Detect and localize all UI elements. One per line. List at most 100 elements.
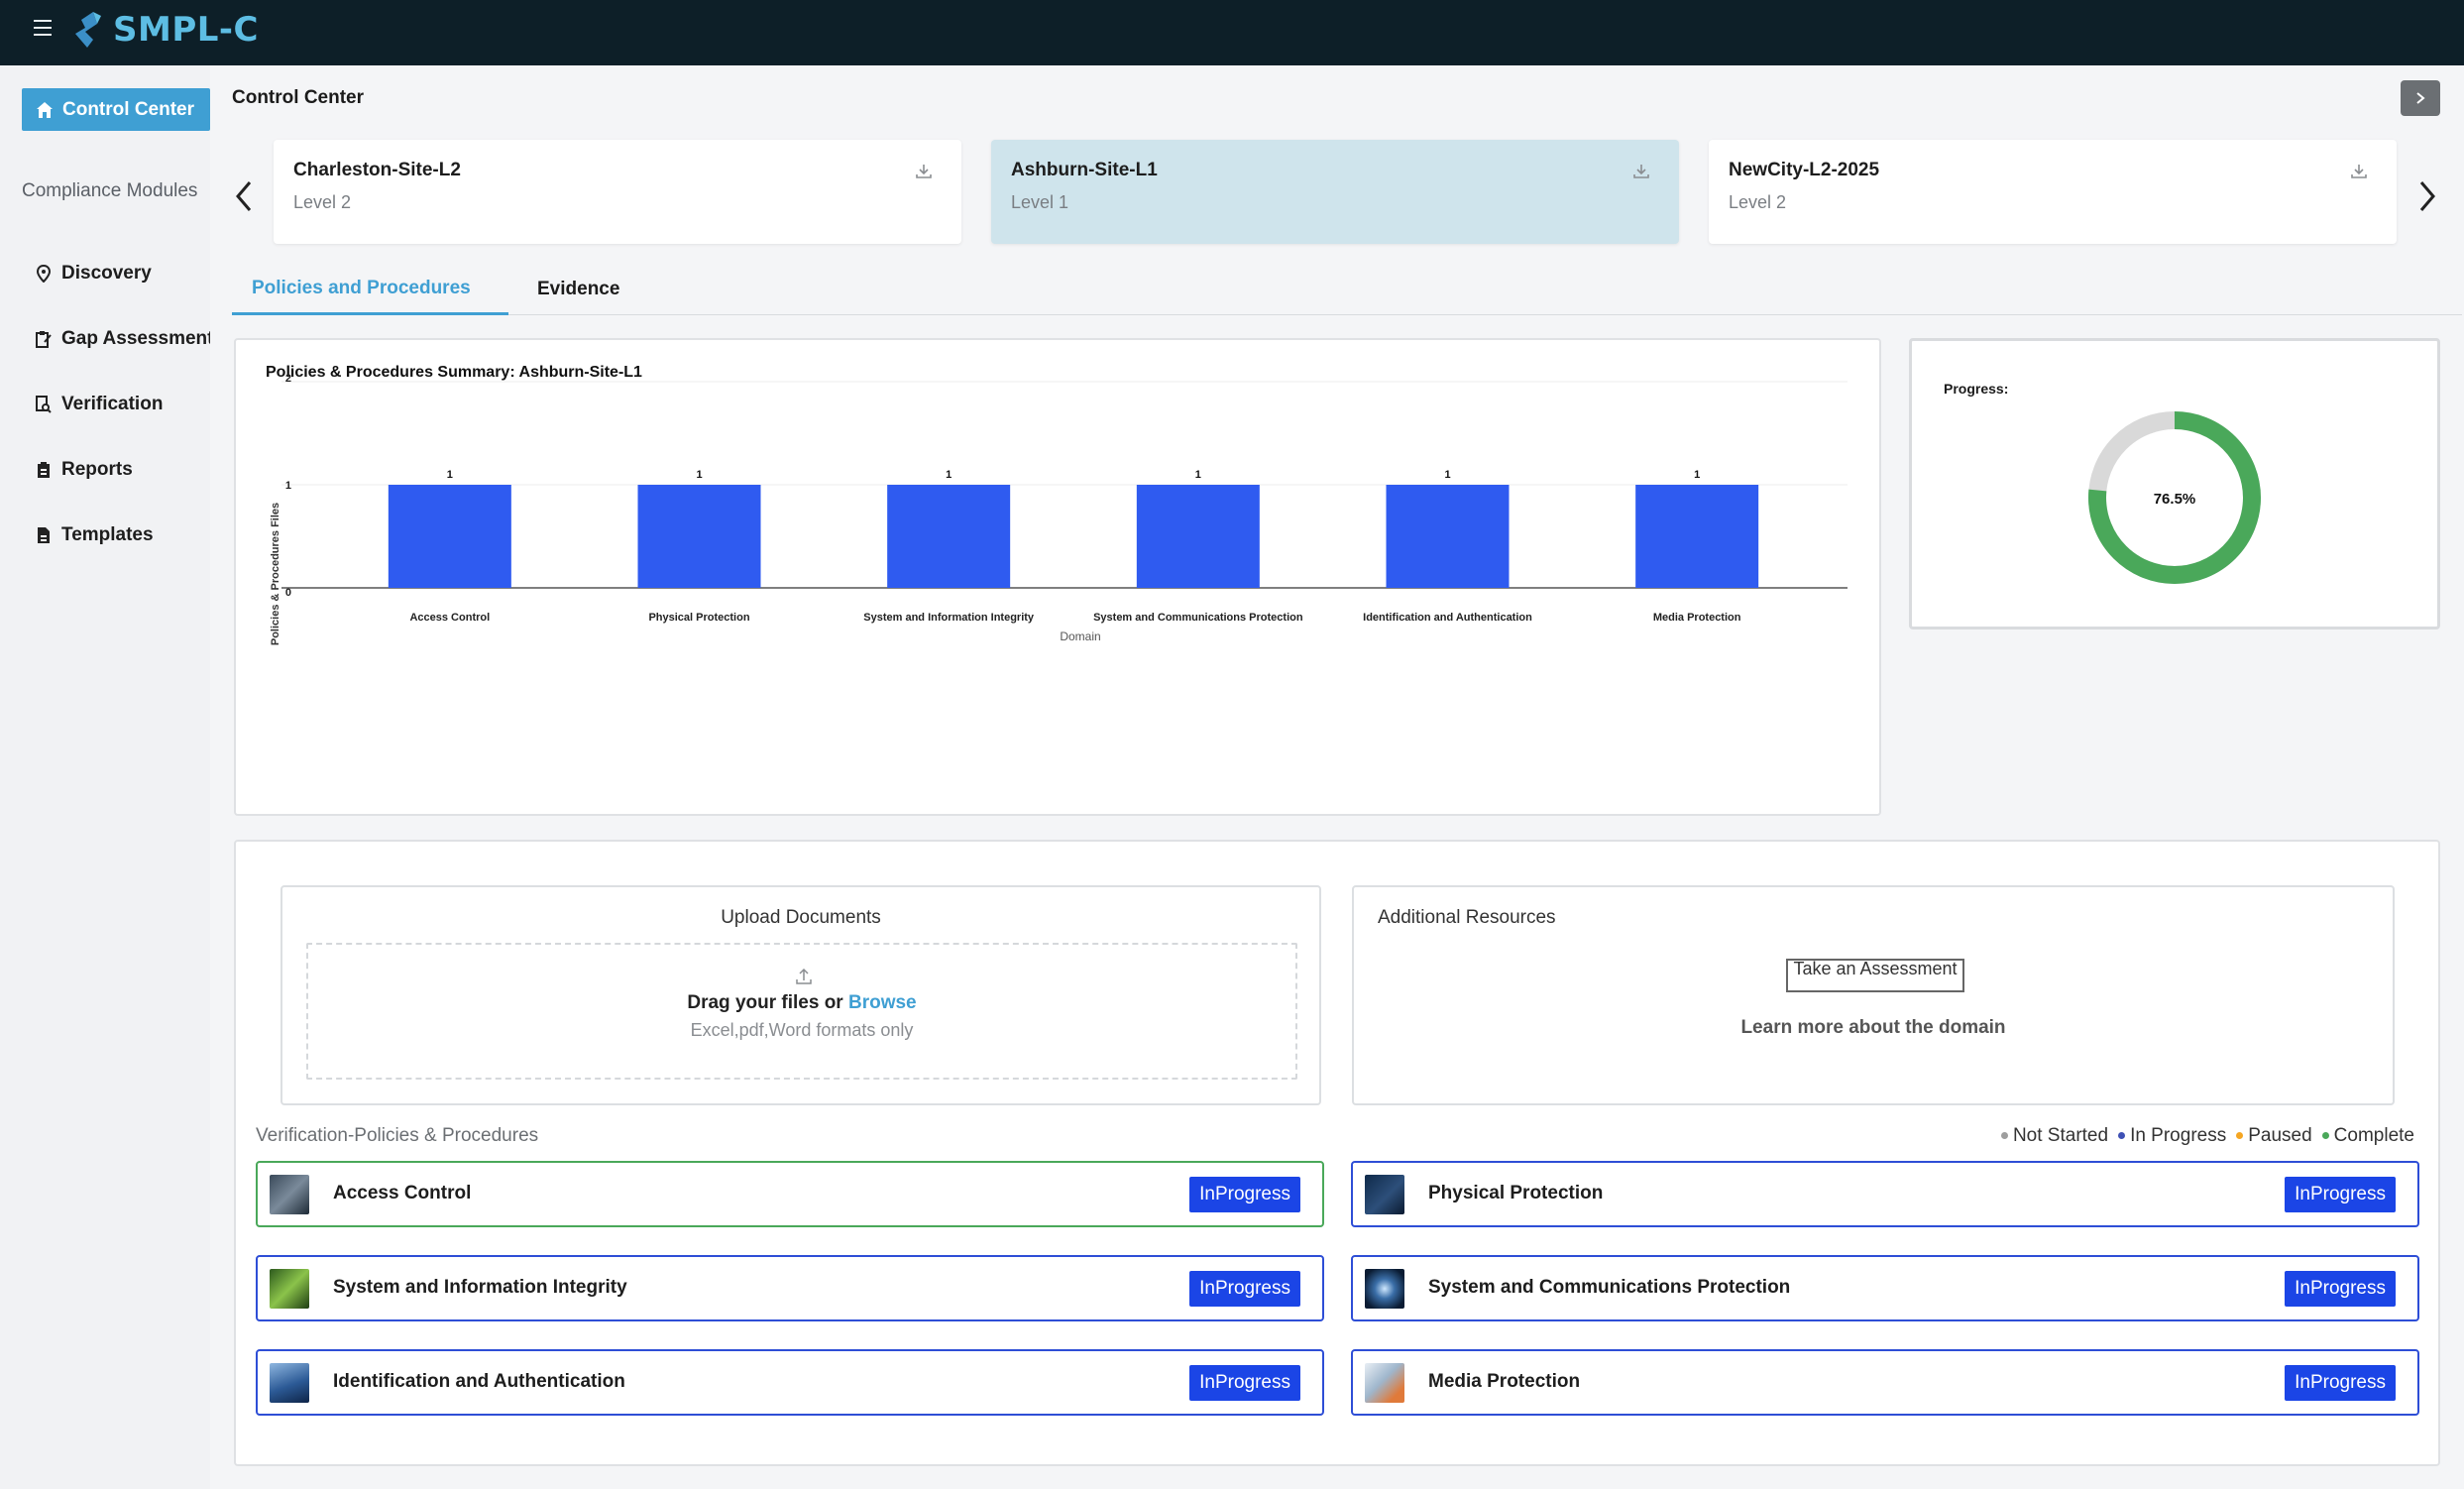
carousel-prev-button[interactable] [229,176,259,216]
site-name: NewCity-L2-2025 [1729,160,1880,180]
domain-row-physical-protection[interactable]: Physical Protection InProgress [1351,1161,2419,1227]
domain-name: System and Information Integrity [333,1277,627,1298]
logo-mark-icon [75,12,101,48]
take-assessment-button[interactable]: Take an Assessment [1786,959,1964,992]
domain-name: Identification and Authentication [333,1371,625,1392]
legend-dot [2118,1132,2126,1140]
legend-label: Complete [2333,1125,2414,1146]
status-badge[interactable]: InProgress [2285,1177,2396,1212]
collapse-panel-button[interactable] [2401,80,2440,116]
legend-dot [2321,1132,2329,1140]
hamburger-menu-icon[interactable] [34,20,52,36]
control-center-button[interactable]: Control Center [22,88,210,131]
y-tick-label: 2 [285,373,291,385]
sidebar-item-templates[interactable]: Templates [36,524,154,546]
site-card-charleston[interactable]: Charleston-Site-L2 Level 2 [274,140,961,244]
y-tick-label: 1 [285,480,291,492]
site-level: Level 1 [1011,192,1069,212]
site-level: Level 2 [293,192,352,212]
system-communications-protection-thumbnail-icon [1365,1269,1404,1309]
x-tick-label: Access Control [409,612,490,624]
site-card-newcity[interactable]: NewCity-L2-2025 Level 2 [1709,140,2397,244]
status-badge[interactable]: InProgress [1189,1271,1300,1307]
domain-name: Physical Protection [1428,1183,1604,1203]
app-logo[interactable]: SMPL-C [71,8,259,52]
legend-in-progress: In Progress [2118,1125,2226,1147]
physical-protection-thumbnail-icon [1365,1175,1404,1214]
site-level: Level 2 [1729,192,1787,212]
data-label: 1 [1444,469,1450,481]
bar [637,485,761,588]
x-tick-label: System and Information Integrity [863,612,1035,624]
chart-title: Policies & Procedures Summary: Ashburn-S… [266,364,642,381]
data-label: 1 [447,469,453,481]
domain-row-system-information-integrity[interactable]: System and Information Integrity InProgr… [256,1255,1324,1321]
legend-label: Paused [2248,1125,2312,1146]
sidebar-item-label: Gap Assessment [61,328,210,349]
status-badge[interactable]: InProgress [1189,1177,1300,1212]
sidebar-item-reports[interactable]: Reports [36,459,133,481]
legend-dot [2236,1132,2244,1140]
download-icon[interactable] [1631,162,1651,181]
control-center-label: Control Center [62,98,194,120]
progress-card: Progress: 76.5% [1909,338,2440,630]
documents-panel: Upload Documents Drag your files or Brow… [234,840,2440,1466]
legend-label: Not Started [2012,1125,2109,1146]
clipboard-list-icon [38,462,50,478]
data-label: 1 [946,469,952,481]
access-control-thumbnail-icon [270,1175,309,1214]
progress-value: 76.5% [2154,491,2196,508]
bar [1386,485,1510,588]
compliance-modules-label: Compliance Modules [22,180,198,201]
drag-files-label: Drag your files or [687,992,843,1013]
status-badge[interactable]: InProgress [2285,1365,2396,1401]
download-icon[interactable] [914,162,934,181]
policies-summary-chart-card: Policies & Procedures Summary: Ashburn-S… [234,338,1881,816]
site-name: Charleston-Site-L2 [293,160,461,180]
sidebar-item-gap-assessment[interactable]: Gap Assessment [36,328,210,350]
top-bar: SMPL-C [0,0,2464,65]
bar [887,485,1011,588]
sidebar-item-label: Reports [61,459,133,480]
status-badge[interactable]: InProgress [2285,1271,2396,1307]
data-label: 1 [696,469,702,481]
sidebar-item-discovery[interactable]: Discovery [36,263,152,285]
tab-policies-and-procedures[interactable]: Policies and Procedures [232,264,508,315]
bar [388,485,511,588]
site-name: Ashburn-Site-L1 [1011,160,1158,180]
learn-more-link[interactable]: Learn more about the domain [1740,1017,2006,1038]
status-legend: Not Started In Progress Paused Complete [2000,1125,2414,1147]
drag-files-text: Drag your files or Browse [308,992,1295,1014]
upload-title: Upload Documents [721,907,881,928]
additional-resources-title: Additional Resources [1378,907,1556,928]
tab-bar: Policies and Procedures Evidence [232,264,2462,315]
progress-donut-chart: 76.5% [2088,411,2261,584]
sidebar-item-verification[interactable]: Verification [36,394,163,415]
map-pin-icon [36,265,52,283]
file-dropzone[interactable]: Drag your files or Browse Excel,pdf,Word… [306,943,1297,1080]
x-axis-label: Domain [1060,630,1100,643]
media-protection-thumbnail-icon [1365,1363,1404,1403]
bar [1136,485,1260,588]
upload-icon [796,968,812,984]
legend-dot [2000,1132,2008,1140]
carousel-next-button[interactable] [2412,176,2442,216]
data-label: 1 [1195,469,1201,481]
domain-row-media-protection[interactable]: Media Protection InProgress [1351,1349,2419,1416]
status-badge[interactable]: InProgress [1189,1365,1300,1401]
domain-row-access-control[interactable]: Access Control InProgress [256,1161,1324,1227]
legend-not-started: Not Started [2000,1125,2109,1147]
bar [1635,485,1759,588]
site-card-ashburn[interactable]: Ashburn-Site-L1 Level 1 [991,140,1679,244]
domain-name: Media Protection [1428,1371,1581,1392]
domain-row-identification-authentication[interactable]: Identification and Authentication InProg… [256,1349,1324,1416]
legend-complete: Complete [2321,1125,2414,1147]
main-content: Control Center Charleston-Site-L2 Level … [210,65,2464,1489]
domain-row-system-communications-protection[interactable]: System and Communications Protection InP… [1351,1255,2419,1321]
chevron-right-icon [2416,92,2425,104]
tab-evidence[interactable]: Evidence [537,279,620,299]
browse-link[interactable]: Browse [847,992,917,1013]
domain-name: Access Control [333,1183,472,1203]
download-icon[interactable] [2349,162,2369,181]
home-icon [37,101,53,118]
